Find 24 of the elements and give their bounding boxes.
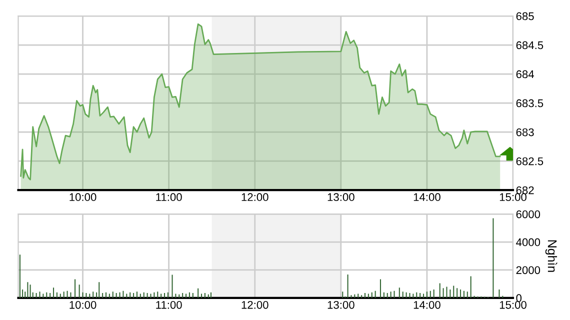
x-tick-label: 13:00: [328, 193, 354, 202]
y-tick-label: 685: [516, 12, 534, 20]
y-tick-label: 0: [516, 294, 522, 302]
x-tick-label: 13:00: [328, 300, 354, 309]
x-tick-label: 15:00: [500, 300, 526, 309]
x-tick-label: 11:00: [156, 193, 182, 202]
y-tick-label: 4000: [516, 238, 540, 246]
y-tick-label: 683: [516, 128, 534, 136]
y-tick-label: 684: [516, 70, 534, 78]
y-tick-label: 682.5: [516, 157, 544, 166]
y-tick-label: 682: [516, 186, 534, 194]
y-axis-title: Nghìn: [545, 240, 558, 272]
y-tick-label: 684.5: [516, 41, 544, 50]
x-tick-label: 11:00: [156, 300, 182, 309]
x-tick-label: 15:00: [500, 193, 526, 202]
y-tick-label: 6000: [516, 210, 540, 218]
x-tick-label: 10:00: [70, 300, 96, 309]
y-tick-label: 683.5: [516, 99, 544, 108]
x-tick-label: 14:00: [414, 193, 440, 202]
x-tick-label: 12:00: [242, 300, 268, 309]
x-tick-label: 12:00: [242, 193, 268, 202]
y-tick-label: 2000: [516, 266, 540, 274]
x-tick-label: 14:00: [414, 300, 440, 309]
x-tick-label: 10:00: [70, 193, 96, 202]
